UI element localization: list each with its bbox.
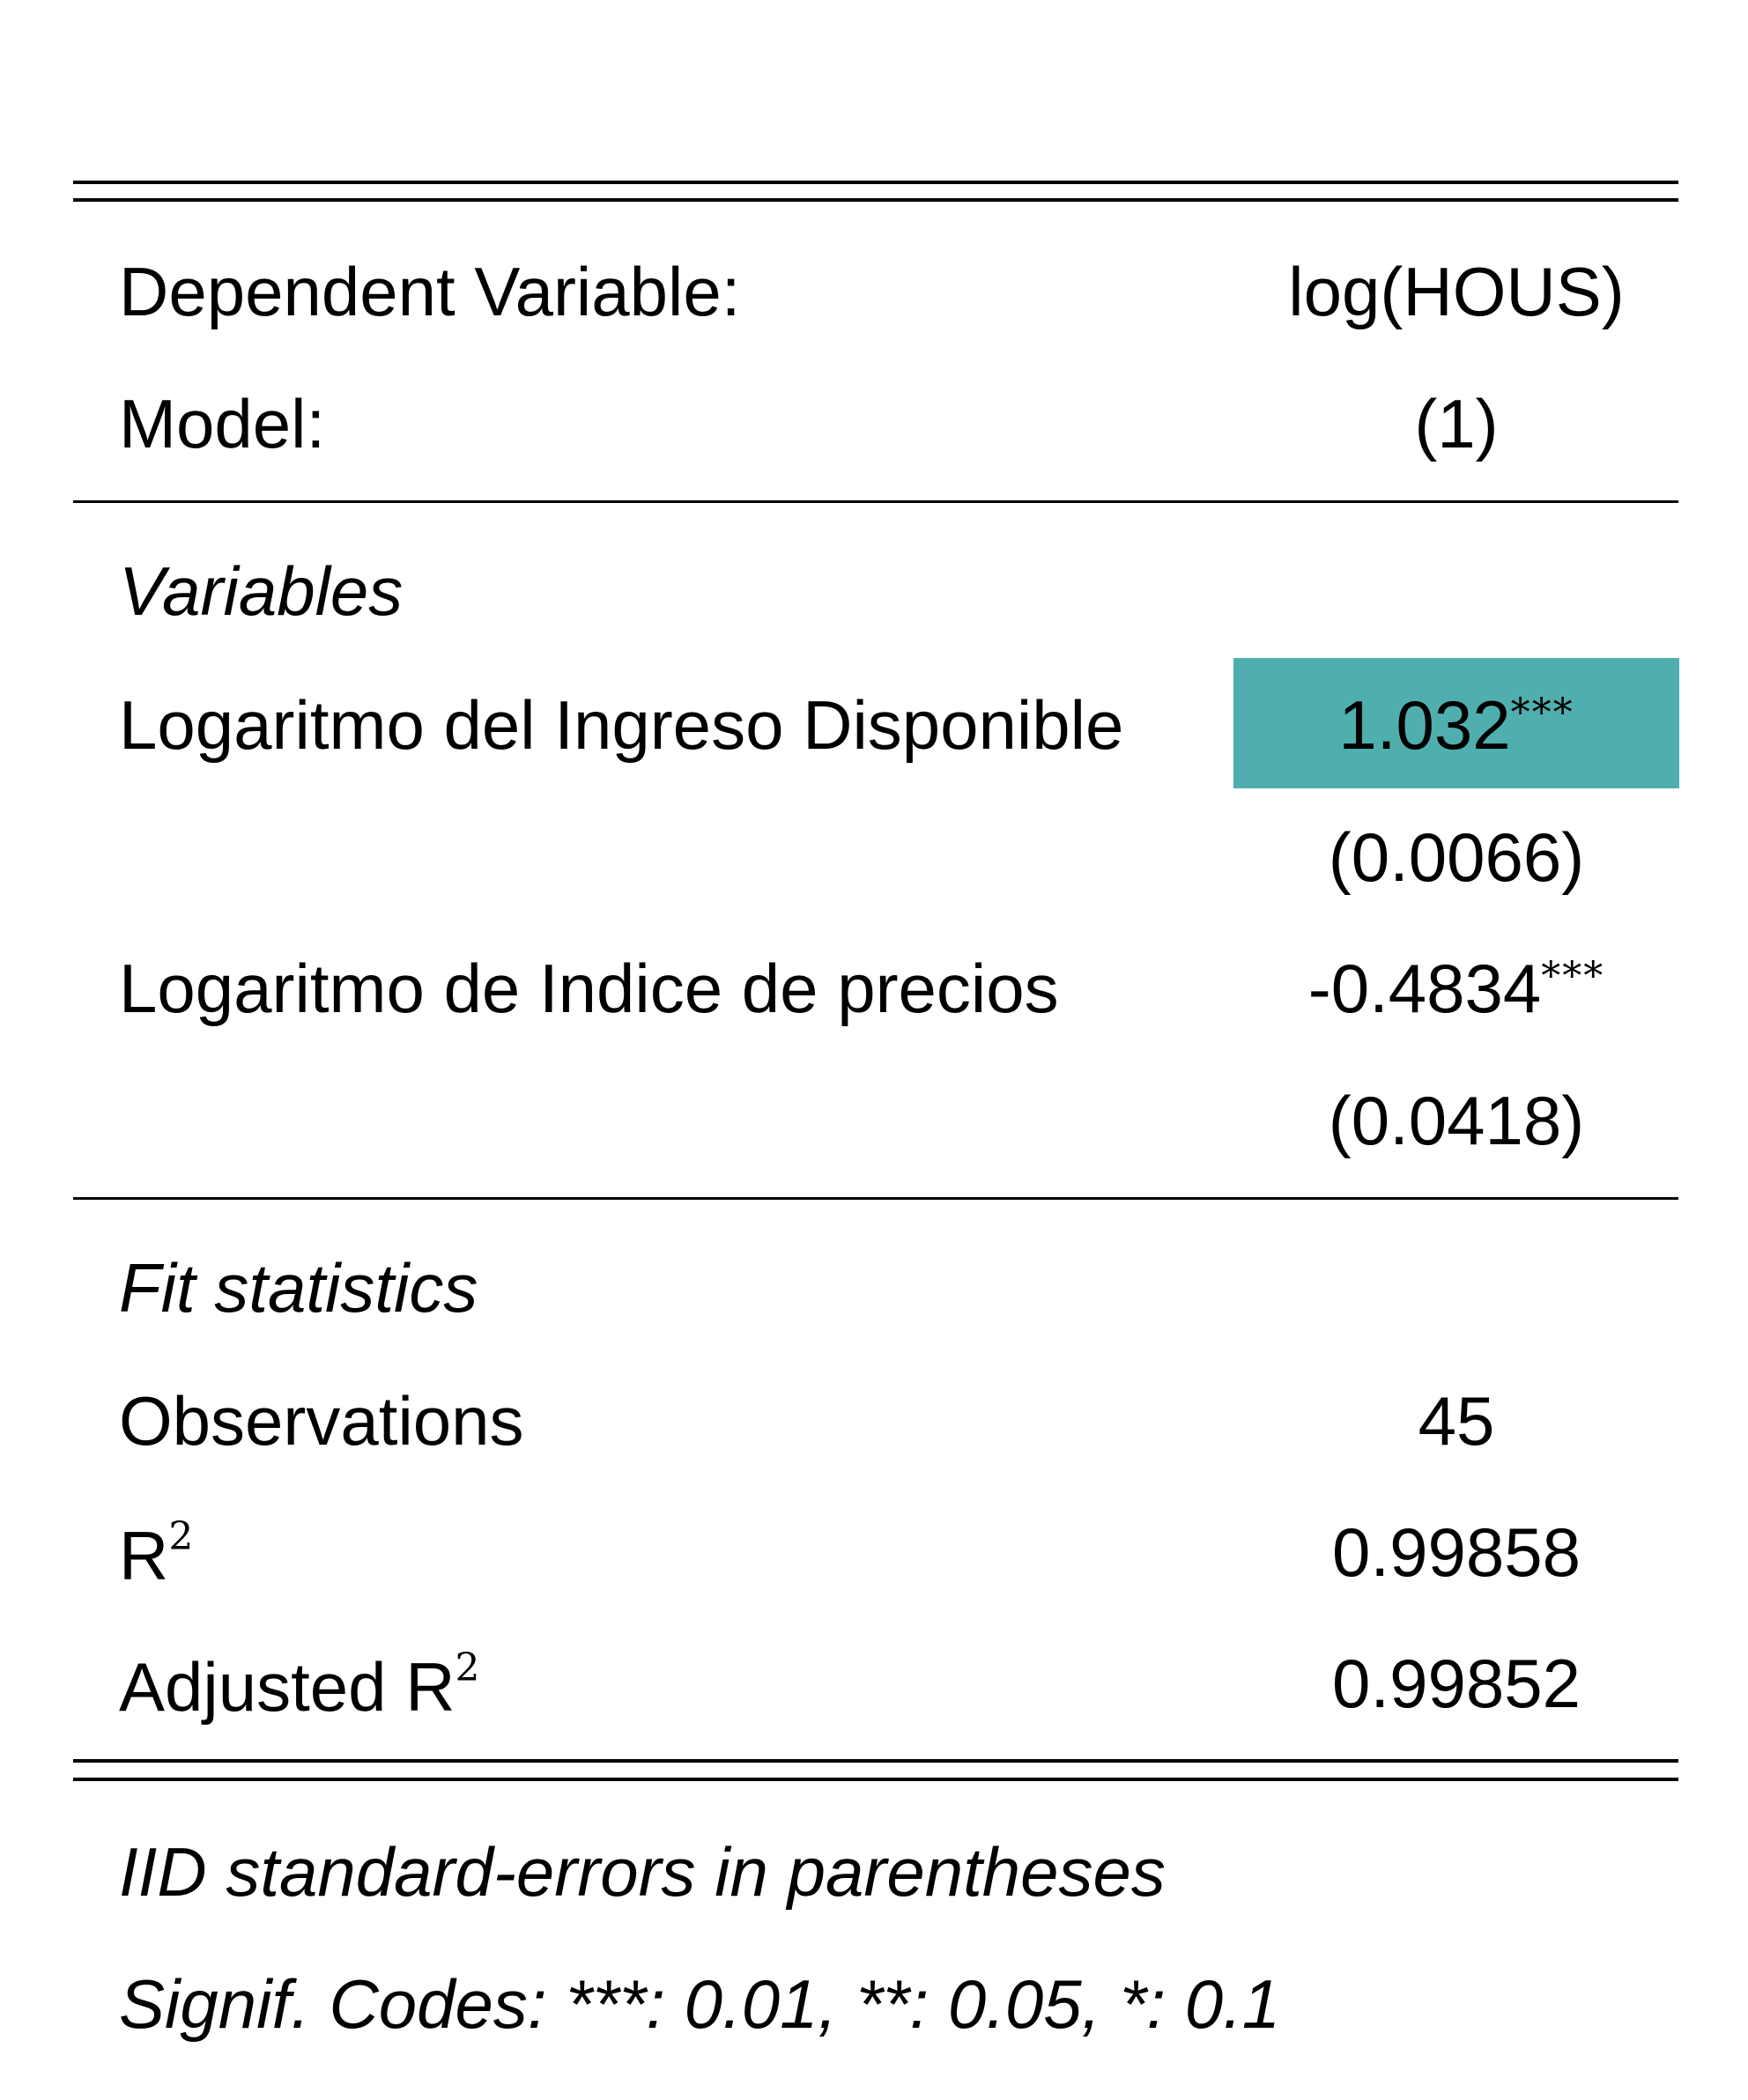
variables-section-title: Variables (119, 552, 404, 630)
dependent-variable-label: Dependent Variable: (119, 253, 741, 330)
significance-stars: *** (1541, 954, 1605, 999)
adjusted-r-squared-value: 0.99852 (1332, 1645, 1581, 1722)
adjusted-r-squared-text: Adjusted R (119, 1648, 456, 1726)
r-squared-value: 0.99858 (1332, 1513, 1581, 1591)
top-rule-1 (73, 181, 1678, 184)
fit-statistics-title: Fit statistics (119, 1249, 478, 1327)
coefficient-income: 1.032*** (1280, 691, 1633, 759)
standard-error-price-index: (0.0418) (1328, 1082, 1585, 1159)
bottom-rule-2 (73, 1778, 1678, 1781)
model-value: (1) (1414, 385, 1499, 462)
standard-error-income: (0.0066) (1328, 818, 1585, 896)
coefficient-value: -0.4834 (1307, 950, 1542, 1027)
significance-codes-note: Signif. Codes: ***: 0.01, **: 0.05, *: 0… (119, 1965, 1281, 2043)
coefficient-price-index: -0.4834*** (1280, 954, 1633, 1023)
coefficient-value: 1.032 (1338, 686, 1511, 764)
standard-errors-note: IID standard-errors in parentheses (119, 1833, 1166, 1911)
significance-stars: *** (1510, 691, 1574, 736)
observations-value: 45 (1418, 1382, 1495, 1460)
bottom-rule-1 (73, 1759, 1678, 1763)
r-squared-text: R (119, 1517, 169, 1594)
adjusted-r-squared-label: Adjusted R2 (119, 1649, 480, 1722)
coefficient-highlight (1233, 658, 1679, 788)
variable-label-income: Logaritmo del Ingreso Disponible (119, 686, 1124, 764)
adjusted-r-squared-superscript: 2 (455, 1645, 480, 1690)
dependent-variable-value: log(HOUS) (1288, 253, 1625, 330)
r-squared-superscript: 2 (168, 1514, 194, 1559)
model-label: Model: (119, 385, 326, 462)
top-rule-2 (73, 198, 1678, 202)
r-squared-label: R2 (119, 1518, 193, 1591)
header-rule (73, 500, 1678, 503)
variable-label-price-index: Logaritmo de Indice de precios (119, 950, 1059, 1027)
observations-label: Observations (119, 1382, 524, 1460)
variables-rule (73, 1197, 1678, 1200)
